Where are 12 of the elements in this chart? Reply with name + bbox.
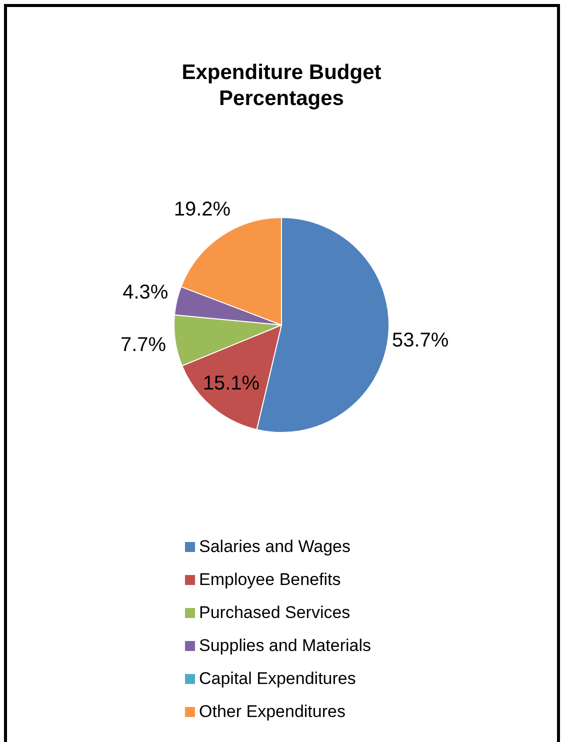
legend-label: Employee Benefits [199,570,341,590]
data-label: 7.7% [120,334,166,356]
legend-label: Salaries and Wages [199,536,351,556]
data-label: 15.1% [202,372,260,394]
legend-label: Purchased Services [199,602,350,622]
data-label: 53.7% [392,330,449,352]
data-label: 19.2% [174,198,231,220]
data-label: 4.3% [122,282,168,304]
chart-title: Expenditure Budget Percentages [180,60,382,112]
legend-label: Other Expenditures [199,702,346,722]
legend-label: Capital Expenditures [199,668,356,688]
legend-label: Supplies and Materials [199,636,371,656]
